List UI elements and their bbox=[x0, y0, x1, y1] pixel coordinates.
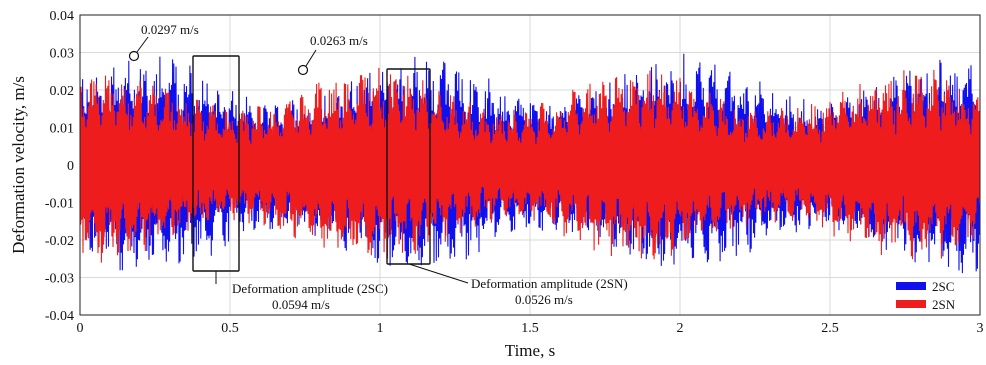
amplitude-2sc-label: Deformation amplitude (2SC) bbox=[232, 281, 388, 296]
y-tick-label: -0.01 bbox=[45, 197, 74, 212]
x-tick-label: 3 bbox=[977, 321, 984, 336]
plot-frame bbox=[79, 14, 981, 316]
legend: 2SC 2SN bbox=[896, 279, 956, 312]
annotation-amplitude-2sc: Deformation amplitude (2SC) 0.0594 m/s bbox=[192, 55, 388, 312]
y-tick-label: 0.02 bbox=[50, 84, 75, 99]
y-tick-label: 0.03 bbox=[50, 47, 75, 62]
y-tick-label: -0.02 bbox=[45, 234, 74, 249]
annotation-amplitude-2sn: Deformation amplitude (2SN) 0.0526 m/s bbox=[386, 68, 628, 307]
legend-2sc-swatch bbox=[896, 282, 926, 290]
series-area bbox=[80, 53, 980, 274]
y-tick-label: -0.04 bbox=[45, 309, 74, 324]
peak-2sc-leader bbox=[136, 36, 149, 53]
annotation-peak-2sn: 0.0263 m/s bbox=[297, 33, 368, 76]
legend-2sn-swatch bbox=[896, 300, 926, 308]
y-tick-label: -0.03 bbox=[45, 272, 74, 287]
x-axis-label: Time, s bbox=[505, 341, 555, 360]
y-tick-label: 0.04 bbox=[50, 9, 75, 24]
x-tick-label: 2 bbox=[677, 321, 684, 336]
amplitude-2sn-value: 0.0526 m/s bbox=[515, 292, 573, 307]
x-tick-label: 1.5 bbox=[521, 321, 539, 336]
peak-2sn-leader bbox=[305, 49, 317, 67]
amplitude-2sn-label: Deformation amplitude (2SN) bbox=[471, 276, 628, 291]
amplitude-2sc-value: 0.0594 m/s bbox=[272, 297, 330, 312]
peak-2sc-label: 0.0297 m/s bbox=[141, 22, 199, 37]
amplitude-2sn-leader bbox=[408, 263, 469, 284]
legend-2sc-label: 2SC bbox=[932, 279, 954, 294]
x-tick-label: 0.5 bbox=[221, 321, 239, 336]
peak-2sn-label: 0.0263 m/s bbox=[310, 33, 368, 48]
y-axis-label: Deformation velocity, m/s bbox=[9, 76, 28, 254]
x-tick-label: 2.5 bbox=[821, 321, 839, 336]
y-tick-label: 0 bbox=[67, 159, 74, 174]
annotation-peak-2sc: 0.0297 m/s bbox=[128, 22, 199, 62]
peak-2sn-marker bbox=[297, 64, 309, 76]
series-2sn-line bbox=[80, 67, 980, 263]
y-axis-ticks: -0.04 -0.03 -0.02 -0.01 0 0.01 0.02 0.03 0.04 bbox=[45, 9, 74, 324]
x-tick-label: 1 bbox=[377, 321, 384, 336]
amplitude-2sn-box bbox=[386, 68, 431, 265]
peak-2sc-marker bbox=[128, 50, 140, 62]
legend-2sn-label: 2SN bbox=[932, 297, 956, 312]
x-tick-label: 0 bbox=[77, 321, 84, 336]
x-axis-ticks: 0 0.5 1 1.5 2 2.5 3 bbox=[77, 321, 984, 336]
y-tick-label: 0.01 bbox=[50, 122, 75, 137]
